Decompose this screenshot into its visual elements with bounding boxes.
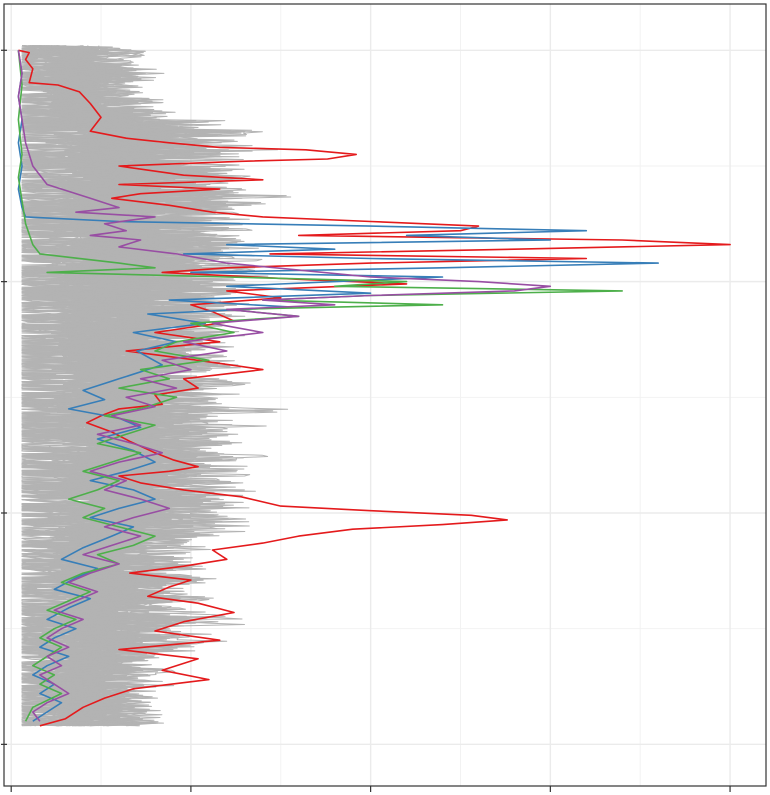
background-trace-line <box>21 45 274 727</box>
background-trace-line <box>21 45 278 727</box>
series-line-2 <box>17 50 660 722</box>
y-axis-ticks <box>1 49 7 745</box>
x-axis-ticks <box>10 786 731 792</box>
series-line-3 <box>17 50 624 722</box>
panel-border <box>3 3 767 787</box>
background-trace-line <box>21 45 262 727</box>
background-traces <box>21 45 292 727</box>
series-line-4 <box>17 50 552 722</box>
series-line-1 <box>18 49 731 727</box>
highlighted-series <box>17 49 731 727</box>
